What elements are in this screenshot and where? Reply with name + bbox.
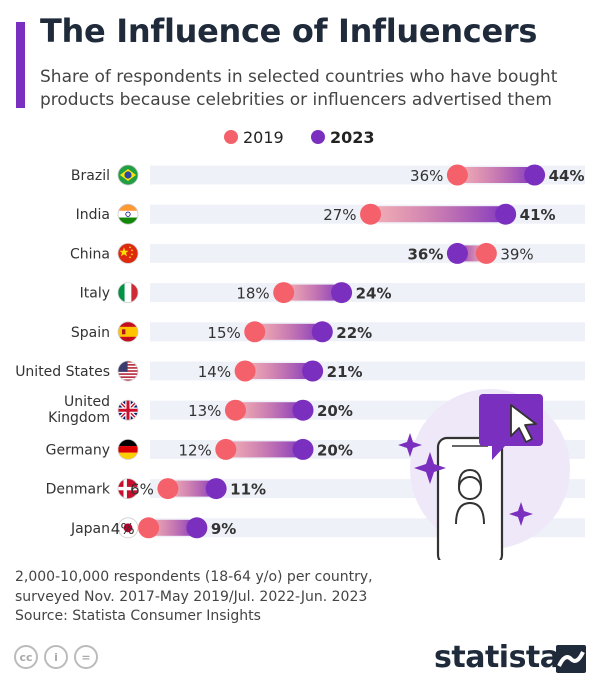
value-label-2019-spain: 15% [207, 324, 240, 342]
italy-flag-icon [118, 282, 138, 303]
dot-2023-japan [186, 517, 208, 539]
value-label-2019-india: 27% [323, 206, 356, 224]
connector-spain [254, 323, 323, 340]
value-label-2023-united-states: 21% [327, 363, 363, 381]
footer-notes: 2,000-10,000 respondents (18-64 y/o) per… [15, 568, 373, 627]
dot-2023-italy [331, 282, 353, 304]
value-label-2023-united-kingdom: 20% [317, 402, 353, 420]
source-note: Source: Statista Consumer Insights [15, 608, 261, 624]
accent-bar [16, 22, 25, 108]
legend-2023-marker [311, 130, 325, 144]
value-label-2023-spain: 22% [336, 324, 372, 342]
country-label-spain: Spain [71, 325, 110, 341]
value-label-2023-china: 36% [407, 245, 443, 263]
row-brazil: Brazil 36% 44% [71, 164, 585, 186]
connector-japan [148, 519, 197, 536]
country-label-china: China [70, 246, 110, 262]
row-denmark: Denmark 6% 11% [46, 478, 266, 500]
dot-2019-denmark [157, 478, 179, 500]
chart-title: The Influence of Influencers [40, 12, 538, 50]
dot-2019-brazil [446, 164, 468, 186]
row-united-states: United States 14% 21% [15, 360, 363, 382]
influencer-illustration [398, 389, 570, 560]
value-label-2019-germany: 12% [178, 441, 211, 459]
country-label-italy: Italy [80, 286, 110, 302]
row-spain: Spain 15% 22% [71, 321, 372, 343]
chart-subtitle: Share of respondents in selected countri… [40, 67, 558, 110]
row-india: India 27% 41% [76, 203, 556, 225]
country-label-brazil: Brazil [71, 168, 110, 184]
legend-2019-marker [224, 130, 238, 144]
value-label-2019-china: 39% [500, 245, 533, 263]
survey-note-line-2: surveyed Nov. 2017-May 2019/Jul. 2022-Ju… [15, 588, 368, 605]
connector-denmark [167, 480, 217, 497]
statista-logo-icon [556, 645, 586, 673]
row-united-kingdom: United Kingdom 13% 20% [48, 394, 353, 426]
japan-flag-icon [118, 517, 138, 538]
dot-2019-china [475, 242, 497, 264]
value-label-2019-brazil: 36% [410, 167, 443, 185]
value-label-2023-italy: 24% [356, 285, 392, 303]
dot-2023-united-kingdom [292, 399, 314, 421]
spain-flag-icon [118, 321, 138, 342]
row-germany: Germany 12% 20% [46, 438, 353, 460]
attribution-icon[interactable]: i [44, 645, 68, 669]
row-japan: Japan 4% 9% [70, 517, 236, 539]
uk-flag-icon [118, 400, 138, 421]
dot-2023-china [446, 242, 468, 264]
survey-note-line-1: 2,000-10,000 respondents (18-64 y/o) per… [15, 569, 373, 585]
dot-2019-united-kingdom [224, 399, 246, 421]
dot-2019-spain [244, 321, 266, 343]
row-china: China 36% 39% [70, 242, 534, 264]
value-label-2023-denmark: 11% [230, 481, 266, 499]
country-label-united-kingdom: United Kingdom [48, 394, 110, 426]
legend-2023-label: 2023 [330, 128, 375, 147]
connector-italy [283, 284, 342, 301]
connector-united-kingdom [235, 402, 303, 419]
usa-flag-icon [118, 361, 138, 381]
row-italy: Italy 18% 24% [80, 282, 392, 304]
value-label-2019-united-states: 14% [198, 363, 231, 381]
country-label-germany: Germany [46, 442, 110, 458]
dot-2023-united-states [302, 360, 324, 382]
dot-2019-japan [138, 517, 160, 539]
china-flag-icon [118, 243, 138, 264]
dot-2023-brazil [524, 164, 546, 186]
value-label-2019-japan: 4% [111, 520, 135, 538]
connector-germany [225, 441, 303, 458]
dot-2019-italy [273, 282, 295, 304]
value-label-2019-united-kingdom: 13% [188, 402, 221, 420]
connector-india [370, 206, 506, 223]
country-label-united-states: United States [15, 364, 110, 380]
dot-2023-germany [292, 438, 314, 460]
germany-flag-icon [118, 439, 138, 460]
dumbbell-chart: 2019 2023 Brazil 36% 44% India 27% 41% China 36%… [15, 128, 585, 560]
dot-2023-denmark [205, 478, 227, 500]
dot-2019-united-states [234, 360, 256, 382]
dot-2023-india [495, 203, 517, 225]
value-label-2023-india: 41% [520, 206, 556, 224]
connector-united-states [245, 363, 313, 379]
value-label-2023-germany: 20% [317, 441, 353, 459]
creative-commons-icon[interactable]: cc [14, 645, 38, 669]
denmark-flag-icon [118, 478, 138, 499]
country-label-denmark: Denmark [46, 482, 111, 498]
track-italy [150, 283, 585, 303]
value-label-2023-japan: 9% [211, 520, 236, 538]
india-flag-icon [118, 204, 138, 225]
dot-2019-germany [215, 438, 237, 460]
country-label-japan: Japan [70, 521, 110, 537]
legend-2019-label: 2019 [243, 128, 284, 147]
statista-logo-text[interactable]: statista [434, 640, 560, 675]
value-label-2023-brazil: 44% [549, 167, 585, 185]
dot-2019-india [360, 203, 382, 225]
value-label-2019-italy: 18% [236, 285, 269, 303]
brazil-flag-icon [118, 165, 138, 185]
dot-2023-spain [311, 321, 333, 343]
country-label-india: India [76, 207, 110, 223]
value-label-2019-denmark: 6% [130, 481, 154, 499]
no-derivatives-icon[interactable]: = [74, 645, 98, 669]
license-icons: cc i = [14, 645, 98, 669]
connector-brazil [457, 167, 535, 183]
